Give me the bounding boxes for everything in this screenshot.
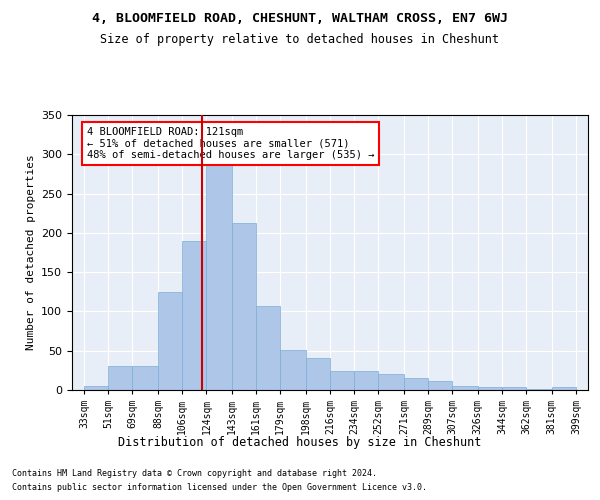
Bar [133, 366, 158, 390]
Text: 4, BLOOMFIELD ROAD, CHESHUNT, WALTHAM CROSS, EN7 6WJ: 4, BLOOMFIELD ROAD, CHESHUNT, WALTHAM CR… [92, 12, 508, 26]
Text: Size of property relative to detached houses in Cheshunt: Size of property relative to detached ho… [101, 32, 499, 46]
Bar [158, 292, 182, 390]
Bar [526, 389, 552, 390]
Bar [354, 371, 379, 390]
Bar [306, 358, 330, 390]
Bar [256, 306, 280, 390]
Bar [404, 378, 428, 390]
Text: 4 BLOOMFIELD ROAD: 121sqm
← 51% of detached houses are smaller (571)
48% of semi: 4 BLOOMFIELD ROAD: 121sqm ← 51% of detac… [87, 127, 374, 160]
Bar [232, 222, 256, 390]
Bar [478, 387, 502, 390]
Bar [108, 366, 133, 390]
Bar [330, 371, 354, 390]
Bar [206, 158, 232, 390]
Bar [452, 386, 478, 390]
Bar [280, 350, 306, 390]
Bar [84, 386, 108, 390]
Bar [379, 374, 404, 390]
Bar [502, 387, 526, 390]
Text: Distribution of detached houses by size in Cheshunt: Distribution of detached houses by size … [118, 436, 482, 449]
Y-axis label: Number of detached properties: Number of detached properties [26, 154, 35, 350]
Text: Contains public sector information licensed under the Open Government Licence v3: Contains public sector information licen… [12, 484, 427, 492]
Bar [428, 382, 452, 390]
Bar [552, 387, 576, 390]
Text: Contains HM Land Registry data © Crown copyright and database right 2024.: Contains HM Land Registry data © Crown c… [12, 468, 377, 477]
Bar [182, 240, 206, 390]
